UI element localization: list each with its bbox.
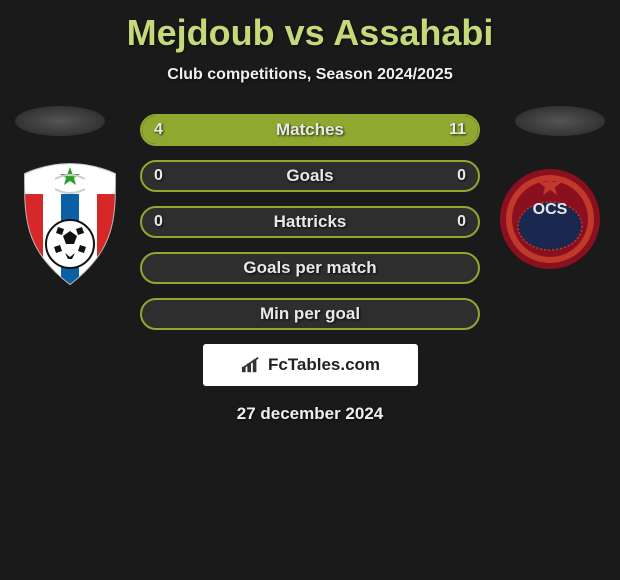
stat-row-goals-per-match: Goals per match	[140, 252, 480, 284]
subtitle: Club competitions, Season 2024/2025	[0, 66, 620, 84]
stat-value-left: 0	[154, 213, 163, 231]
svg-text:OCS: OCS	[533, 201, 568, 218]
shadow-ellipse-left	[15, 106, 105, 136]
chart-icon	[240, 356, 262, 374]
stat-label: Goals per match	[243, 258, 376, 278]
stat-value-right: 0	[457, 167, 466, 185]
club-crest-right: OCS	[500, 154, 600, 284]
stats-list: 4 Matches 11 0 Goals 0 0 Hattricks 0 Goa…	[140, 114, 480, 330]
stat-label: Goals	[286, 166, 333, 186]
stat-row-hattricks: 0 Hattricks 0	[140, 206, 480, 238]
stat-row-min-per-goal: Min per goal	[140, 298, 480, 330]
page-title: Mejdoub vs Assahabi	[0, 0, 620, 54]
stat-fill-right	[233, 116, 478, 144]
club-crest-left	[20, 159, 120, 289]
date-label: 27 december 2024	[0, 404, 620, 424]
stat-label: Matches	[276, 120, 344, 140]
stat-value-left: 0	[154, 167, 163, 185]
stat-row-matches: 4 Matches 11	[140, 114, 480, 146]
comparison-area: OCS 4 Matches 11 0 Goals 0 0 Hattricks 0	[0, 84, 620, 424]
stat-value-right: 0	[457, 213, 466, 231]
brand-badge: FcTables.com	[203, 344, 418, 386]
shadow-ellipse-right	[515, 106, 605, 136]
stat-value-left: 4	[154, 121, 163, 139]
stat-label: Min per goal	[260, 304, 360, 324]
stat-value-right: 11	[449, 121, 466, 139]
stat-label: Hattricks	[274, 212, 347, 232]
brand-text: FcTables.com	[268, 355, 380, 375]
stat-row-goals: 0 Goals 0	[140, 160, 480, 192]
